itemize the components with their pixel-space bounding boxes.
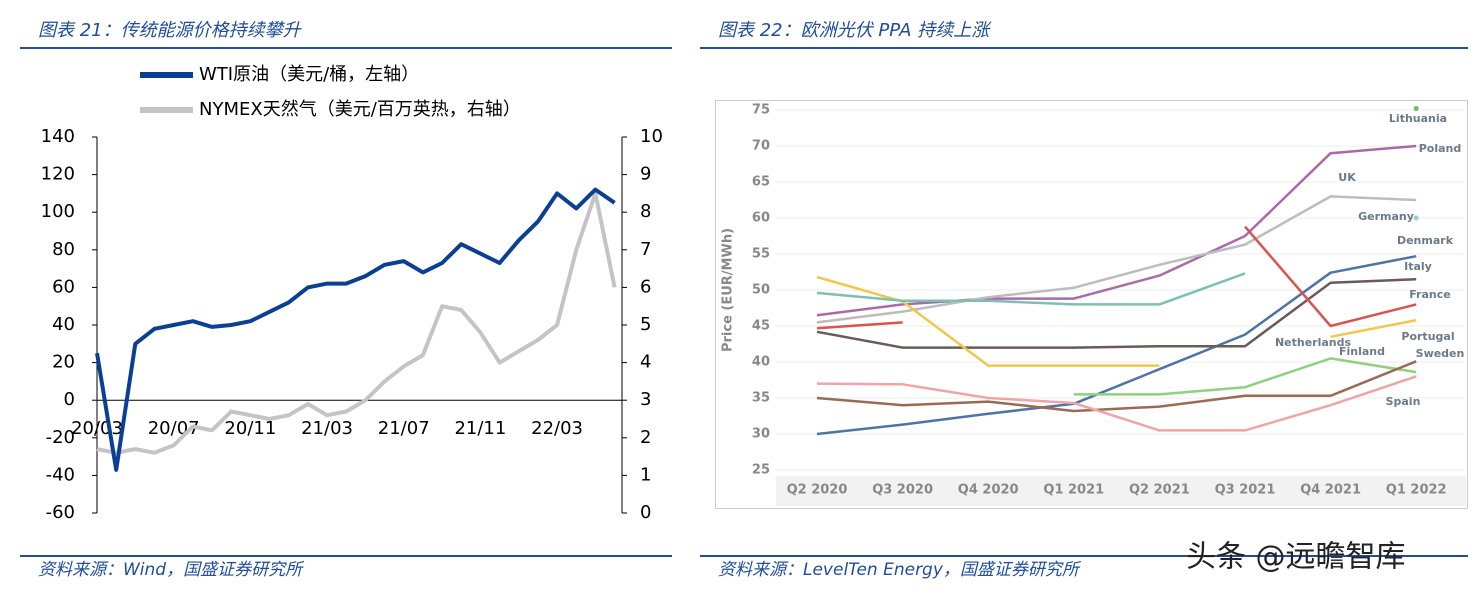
y-tick-label: 35 [752, 391, 770, 406]
y2-tick-label: 9 [640, 164, 651, 185]
y-tick-label: 25 [752, 463, 770, 478]
x-tick-label: Q2 2021 [1129, 483, 1190, 498]
series-label: Denmark [1397, 234, 1454, 247]
series-label: Netherlands [1275, 336, 1352, 349]
line [816, 277, 1417, 349]
series-label: Portugal [1401, 330, 1454, 343]
y-tick-label: 65 [752, 175, 770, 190]
y2-tick-label: 10 [640, 126, 663, 147]
x-tick-label: 21/11 [454, 418, 506, 439]
y-tick-label: 0 [64, 389, 75, 410]
series-label: UK [1338, 171, 1356, 184]
line [816, 360, 1417, 413]
y-axis-label: Price (EUR/MWh) [721, 228, 736, 352]
y-tick-label: 140 [41, 126, 75, 147]
series-label: Sweden [1416, 347, 1465, 360]
x-tick-label: 20/03 [71, 418, 123, 439]
series-label: France [1409, 288, 1450, 301]
line [816, 275, 1417, 367]
series-label: Poland [1419, 142, 1462, 155]
watermark: 头条 @远瞻智库 [1186, 540, 1406, 575]
x-tick-label: 20/11 [224, 418, 276, 439]
x-tick-label: Q2 2020 [787, 483, 848, 498]
chart-title: 图表 21：传统能源价格持续攀升 [38, 20, 303, 41]
line [95, 187, 616, 472]
line [96, 191, 617, 455]
y-tick-label: 30 [752, 427, 770, 442]
y-tick-label: 120 [41, 164, 75, 185]
y2-tick-label: 5 [640, 314, 651, 335]
legend-label: NYMEX天然气（美元/百万英热，右轴） [199, 99, 521, 120]
series-label: Finland [1339, 345, 1385, 358]
y2-tick-label: 6 [640, 276, 651, 297]
y2-tick-label: 0 [640, 502, 651, 523]
x-tick-label: Q1 2022 [1386, 483, 1447, 498]
y2-tick-label: 2 [640, 427, 651, 448]
axis-band [776, 476, 1466, 506]
x-tick-label: Q1 2021 [1043, 483, 1104, 498]
y-tick-label: -40 [46, 464, 75, 485]
line [816, 272, 1246, 306]
y-tick-label: -20 [46, 427, 75, 448]
source: 资料来源：Wind，国盛证券研究所 [38, 560, 305, 580]
line [816, 254, 1417, 436]
legend-label: WTI原油（美元/桶，左轴） [199, 64, 419, 85]
y-tick-label: 20 [52, 352, 75, 373]
y-tick-label: 70 [752, 139, 770, 154]
y-tick-label: 40 [52, 314, 75, 335]
point [1413, 215, 1419, 221]
line [816, 195, 1417, 324]
y2-tick-label: 8 [640, 201, 651, 222]
x-tick-label: 22/03 [531, 418, 583, 439]
x-tick-label: 21/03 [301, 418, 353, 439]
x-tick-label: Q4 2020 [958, 483, 1019, 498]
series-label: Germany [1358, 210, 1414, 223]
y2-tick-label: 7 [640, 239, 651, 260]
series-label: Spain [1386, 395, 1421, 408]
chart-title: 图表 22：欧洲光伏 PPA 持续上涨 [718, 20, 992, 41]
y2-tick-label: 1 [640, 464, 651, 485]
source: 资料来源：LevelTen Energy，国盛证券研究所 [718, 560, 1082, 580]
y-tick-label: 100 [41, 201, 75, 222]
y-tick-label: 60 [52, 276, 75, 297]
line [816, 144, 1417, 317]
y-tick-label: 80 [52, 239, 75, 260]
x-tick-label: 21/07 [378, 418, 430, 439]
line [1073, 357, 1417, 396]
x-tick-label: Q3 2021 [1215, 483, 1276, 498]
point [1413, 106, 1419, 112]
series-label: Italy [1404, 260, 1432, 273]
y2-tick-label: 4 [640, 352, 651, 373]
y-tick-label: 55 [752, 247, 770, 262]
y-tick-label: 45 [752, 319, 770, 334]
y-tick-label: 50 [752, 283, 770, 298]
y-tick-label: 40 [752, 355, 770, 370]
y-tick-label: 60 [752, 211, 770, 226]
y2-tick-label: 3 [640, 389, 651, 410]
y-tick-label: 75 [752, 103, 770, 118]
line [816, 375, 1417, 432]
x-tick-label: Q3 2020 [872, 483, 933, 498]
series-label: Lithuania [1389, 112, 1447, 125]
plot: Lithuania Poland UK Germany Denmark Italy Fran… [776, 106, 1466, 471]
x-tick-label: Q4 2021 [1300, 483, 1361, 498]
line [816, 225, 1417, 330]
y-tick-label: -60 [46, 502, 75, 523]
